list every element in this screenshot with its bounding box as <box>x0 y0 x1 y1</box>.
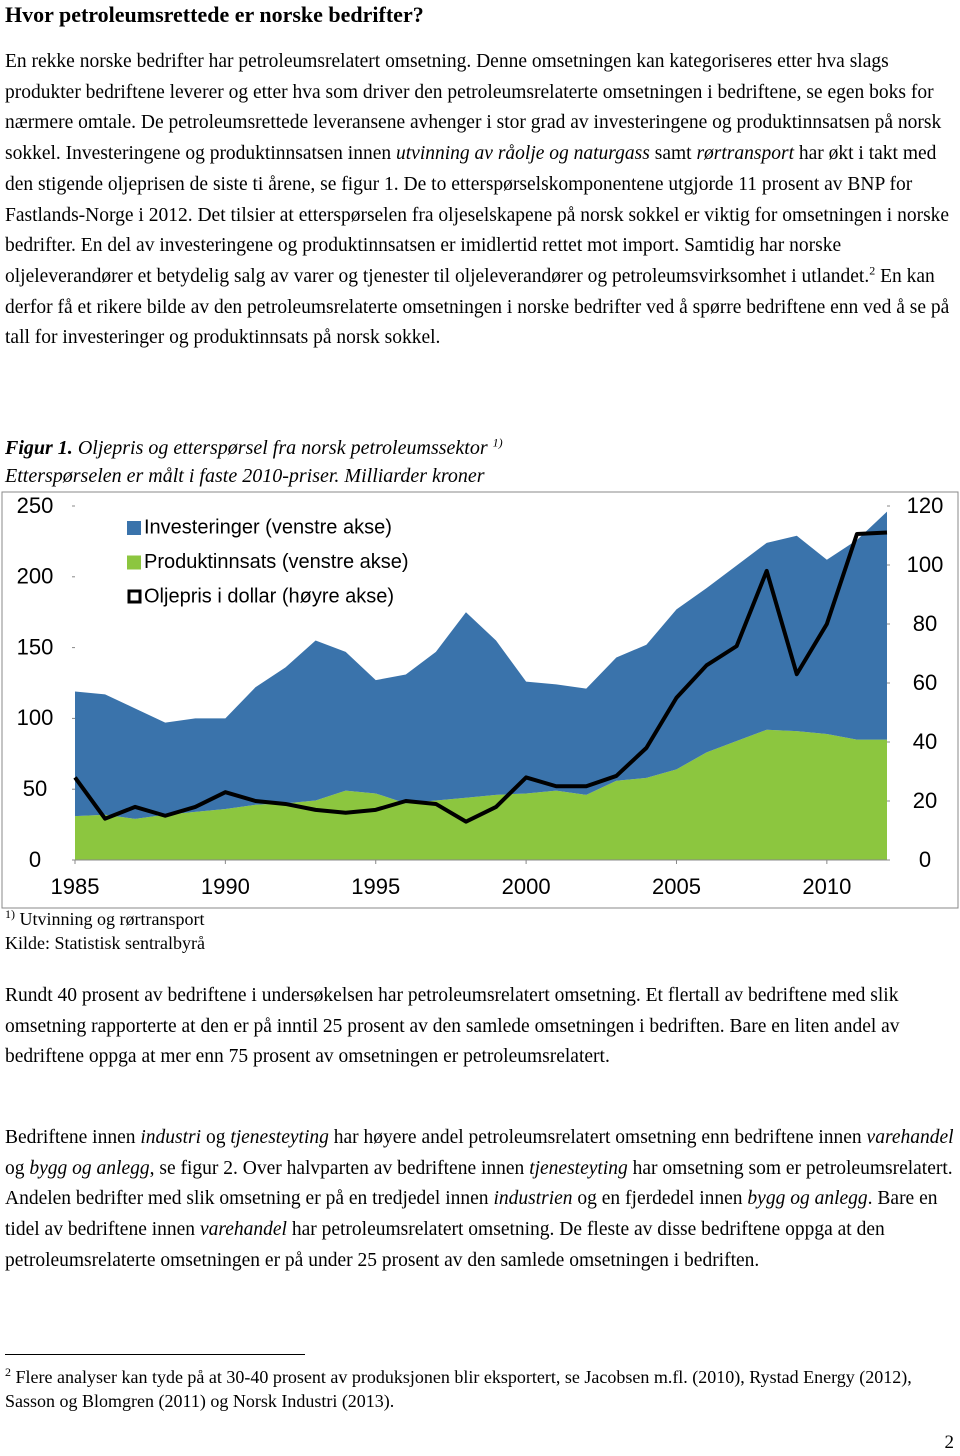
note-marker: 1) <box>5 907 15 921</box>
chart-notes: 1) Utvinning og rørtransport Kilde: Stati… <box>5 907 957 955</box>
y2-tick-label: 120 <box>907 493 944 518</box>
page-number: 2 <box>944 1432 955 1453</box>
x-tick-label: 1985 <box>51 874 100 899</box>
x-tick-label: 1990 <box>201 874 250 899</box>
paragraph: Bedriftene innen industri og tjenesteyti… <box>5 1123 957 1277</box>
y2-tick-label: 100 <box>907 552 944 577</box>
y-tick-label: 50 <box>23 776 47 801</box>
subcaption: Etterspørselen er målt i faste 2010-pris… <box>5 465 485 487</box>
y2-tick-label: 40 <box>913 729 937 754</box>
y2-tick-label: 0 <box>919 847 931 872</box>
text: varehandel <box>866 1127 954 1148</box>
text: har økt i takt med den stigende oljepris… <box>5 143 950 287</box>
legend-key <box>127 521 141 535</box>
footnote-rule <box>5 1354 305 1355</box>
y2-tick-label: 80 <box>913 611 937 636</box>
text: rørtransport <box>696 143 794 165</box>
x-tick-label: 2010 <box>802 874 851 899</box>
text: Rundt 40 prosent av bedriftene i undersø… <box>5 985 900 1068</box>
legend-label: Oljepris i dollar (høyre akse) <box>144 585 394 607</box>
figure-label: Figur 1. <box>5 437 73 459</box>
line <box>73 530 888 824</box>
text: industrien <box>493 1188 573 1210</box>
x-tick-label: 2005 <box>652 874 701 899</box>
note: Utvinning og rørtransport <box>19 909 205 929</box>
footnote-ref: 2 <box>869 263 876 278</box>
legend-key <box>127 555 141 570</box>
text: bygg og anlegg <box>29 1157 150 1179</box>
text: industri <box>140 1127 202 1148</box>
text: og <box>205 1127 226 1148</box>
footnote: 2 Flere analyser kan tyde på at 30-40 pr… <box>5 1365 957 1413</box>
chart: 0 50 100 150 200 250 0 20 40 60 80 100 120 1985 1990 19… <box>1 491 959 909</box>
text: har omsetning som er petroleumsrelatert.… <box>5 1157 953 1210</box>
caption-note: 1) <box>492 435 503 450</box>
paragraph: Rundt 40 prosent av bedriftene i undersø… <box>5 981 957 1073</box>
y-tick-label: 250 <box>17 493 54 518</box>
caption: Oljepris og etterspørsel fra norsk petro… <box>77 437 488 459</box>
area <box>75 729 887 860</box>
chart-frame <box>1 491 959 909</box>
title: Hvor petroleumsrettede er norske bedrift… <box>5 2 424 27</box>
text: tjenesteyting <box>529 1157 628 1179</box>
text: , se figur 2. Over halvparten av bedrift… <box>149 1157 525 1179</box>
text: og en fjerdedel innen <box>577 1188 743 1210</box>
x-tick-label: 2000 <box>502 874 551 899</box>
text: varehandel <box>199 1219 287 1241</box>
text: utvinning av råolje og naturgass <box>396 143 650 165</box>
text: har petroleumsrelatert omsetning. De fle… <box>5 1219 885 1271</box>
text: har høyere andel petroleumsrelatert omse… <box>333 1127 862 1148</box>
paragraph: En rekke norske bedrifter har petroleums… <box>5 47 957 354</box>
legend-label: Investeringer (venstre akse) <box>144 516 392 538</box>
legend-key <box>127 589 142 604</box>
text: En kan derfor få et rikere bilde av den … <box>5 265 950 349</box>
figure-caption: Figur 1. Oljepris og etterspørsel fra no… <box>5 434 957 490</box>
y-tick-label: 150 <box>17 634 54 659</box>
y-tick-label: 100 <box>17 705 54 730</box>
text: samt <box>654 143 692 165</box>
text: En rekke norske bedrifter har petroleums… <box>5 51 942 165</box>
text: . Bare en tidel av bedriftene innen <box>5 1188 938 1241</box>
y-tick-label: 0 <box>29 847 41 872</box>
y2-tick-label: 20 <box>913 788 937 813</box>
text: Bedriftene innen <box>5 1127 136 1148</box>
x-tick-label: 1995 <box>351 874 400 899</box>
y2-tick-label: 60 <box>913 670 937 695</box>
footnote-text: Flere analyser kan tyde på at 30-40 pros… <box>5 1367 912 1411</box>
text: bygg og anlegg <box>747 1188 868 1210</box>
source: Kilde: Statistisk sentralbyrå <box>5 933 205 953</box>
footnote-marker: 2 <box>5 1365 11 1379</box>
area <box>75 511 887 819</box>
text: tjenesteyting <box>230 1127 329 1148</box>
text: og <box>5 1157 25 1179</box>
legend-label: Produktinnsats (venstre akse) <box>144 551 409 573</box>
y-tick-label: 200 <box>17 564 54 589</box>
